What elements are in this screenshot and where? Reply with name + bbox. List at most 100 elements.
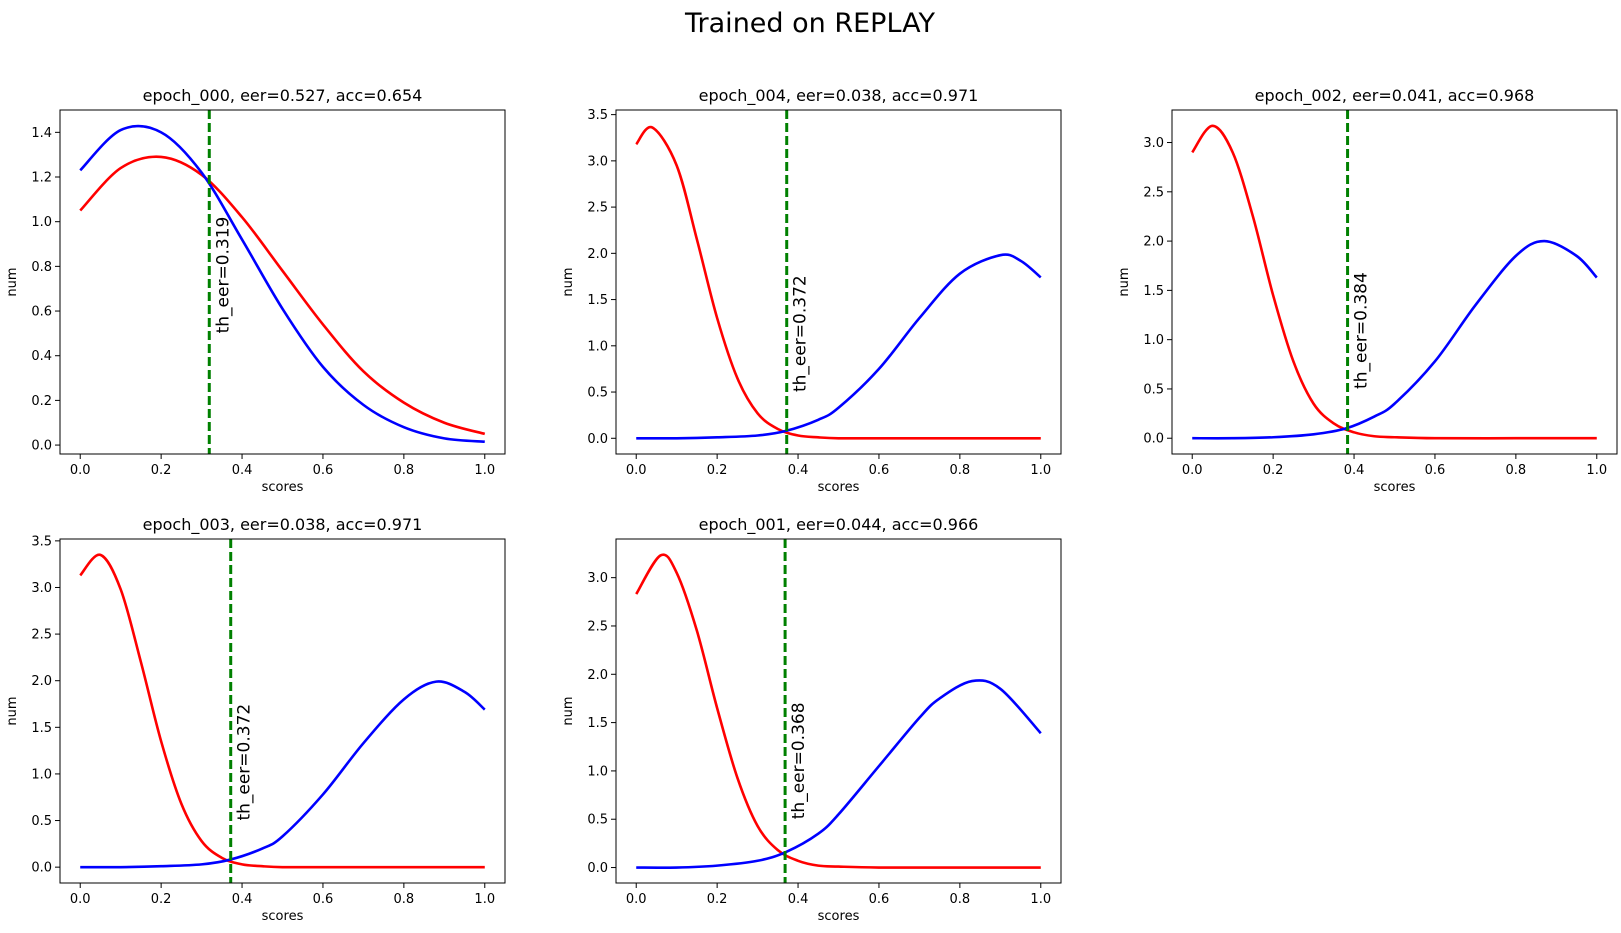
threshold-label: th_eer=0.368 — [789, 702, 809, 819]
y-tick-label: 1.5 — [587, 716, 608, 731]
y-tick-label: 3.0 — [587, 571, 608, 586]
y-tick-label: 2.0 — [587, 247, 608, 262]
axes-frame — [615, 109, 1062, 455]
y-tick-label: 0.5 — [587, 386, 608, 401]
y-tick-label: 0.0 — [587, 861, 608, 876]
y-tick-label: 3.5 — [31, 534, 52, 549]
x-tick-label: 0.4 — [232, 892, 253, 907]
x-tick-label: 0.6 — [1425, 463, 1446, 478]
y-tick-label: 1.4 — [31, 126, 52, 141]
x-tick-label: 0.0 — [626, 892, 647, 907]
y-tick-label: 2.5 — [31, 628, 52, 643]
x-tick-label: 0.4 — [1344, 463, 1365, 478]
x-tick-label: 0.0 — [70, 892, 91, 907]
y-tick-label: 1.0 — [587, 764, 608, 779]
y-tick-label: 0.0 — [587, 432, 608, 447]
subplot-0: epoch_000, eer=0.527, acc=0.654 th_eer=0.… — [5, 86, 506, 495]
axes-frame — [1171, 109, 1618, 455]
y-axis-label: num — [1117, 267, 1132, 296]
subplot-1: epoch_004, eer=0.038, acc=0.971 th_eer=0.… — [561, 86, 1062, 495]
x-tick-label: 0.8 — [950, 463, 971, 478]
threshold-label: th_eer=0.372 — [791, 275, 811, 392]
y-tick-label: 3.5 — [587, 108, 608, 123]
subplot-title: epoch_001, eer=0.044, acc=0.966 — [699, 515, 979, 535]
y-tick-label: 0.5 — [1143, 382, 1164, 397]
subplot-title: epoch_004, eer=0.038, acc=0.971 — [699, 86, 979, 106]
y-tick-label: 0.6 — [31, 305, 52, 320]
red-series-line — [635, 553, 1041, 869]
y-tick-label: 2.5 — [587, 201, 608, 216]
x-tick-label: 0.8 — [950, 892, 971, 907]
x-axis-label: scores — [262, 909, 304, 924]
axes-frame — [59, 538, 506, 884]
y-tick-label: 2.0 — [1143, 235, 1164, 250]
blue-series-line — [636, 679, 1042, 869]
plot-area — [635, 553, 1042, 869]
x-tick-label: 0.2 — [151, 892, 172, 907]
x-tick-label: 1.0 — [1030, 463, 1051, 478]
subplots: epoch_000, eer=0.527, acc=0.654 th_eer=0.… — [5, 86, 1618, 924]
y-tick-label: 1.2 — [31, 171, 52, 186]
subplot-title: epoch_002, eer=0.041, acc=0.968 — [1255, 86, 1535, 106]
x-tick-label: 0.0 — [626, 463, 647, 478]
y-tick-label: 2.0 — [587, 668, 608, 683]
y-tick-label: 3.0 — [31, 581, 52, 596]
x-tick-label: 0.6 — [869, 463, 890, 478]
x-tick-label: 0.2 — [707, 463, 728, 478]
x-tick-label: 0.2 — [707, 892, 728, 907]
y-tick-label: 0.2 — [31, 394, 52, 409]
x-tick-label: 0.4 — [232, 463, 253, 478]
x-tick-label: 1.0 — [474, 463, 495, 478]
y-tick-label: 1.5 — [31, 721, 52, 736]
blue-series-line — [1192, 239, 1598, 440]
y-tick-label: 1.5 — [1143, 284, 1164, 299]
x-tick-label: 0.6 — [313, 892, 334, 907]
y-tick-label: 2.5 — [587, 619, 608, 634]
y-tick-label: 0.4 — [31, 349, 52, 364]
axes-frame — [59, 109, 506, 455]
plot-area — [635, 125, 1042, 440]
x-axis-label: scores — [1374, 480, 1416, 495]
x-axis-label: scores — [818, 480, 860, 495]
x-tick-label: 1.0 — [474, 892, 495, 907]
blue-series-line — [636, 253, 1042, 440]
x-tick-label: 0.6 — [869, 892, 890, 907]
axes-frame — [615, 538, 1062, 884]
x-axis-label: scores — [818, 909, 860, 924]
y-tick-label: 0.5 — [31, 814, 52, 829]
x-tick-label: 0.2 — [151, 463, 172, 478]
y-tick-label: 0.0 — [31, 439, 52, 454]
y-tick-label: 1.0 — [31, 767, 52, 782]
plot-area — [1191, 124, 1598, 440]
x-tick-label: 0.4 — [788, 892, 809, 907]
x-tick-label: 1.0 — [1586, 463, 1607, 478]
x-tick-label: 0.6 — [313, 463, 334, 478]
threshold-label: th_eer=0.319 — [213, 217, 233, 334]
y-axis-label: num — [5, 696, 20, 725]
x-tick-label: 1.0 — [1030, 892, 1051, 907]
threshold-label: th_eer=0.372 — [235, 704, 255, 821]
y-tick-label: 0.0 — [31, 861, 52, 876]
plot-area — [79, 124, 486, 444]
x-tick-label: 0.0 — [70, 463, 91, 478]
subplot-title: epoch_000, eer=0.527, acc=0.654 — [143, 86, 423, 106]
y-tick-label: 2.0 — [31, 674, 52, 689]
subplot-2: epoch_002, eer=0.041, acc=0.968 th_eer=0.… — [1117, 86, 1618, 495]
figure-suptitle: Trained on REPLAY — [684, 8, 935, 39]
y-tick-label: 1.0 — [587, 339, 608, 354]
y-tick-label: 2.5 — [1143, 185, 1164, 200]
red-series-line — [1191, 124, 1597, 440]
blue-series-line — [80, 680, 486, 869]
y-tick-label: 0.0 — [1143, 432, 1164, 447]
x-tick-label: 0.8 — [394, 892, 415, 907]
y-tick-label: 3.0 — [1143, 136, 1164, 151]
red-series-line — [79, 155, 486, 436]
y-tick-label: 1.5 — [587, 293, 608, 308]
y-tick-label: 1.0 — [31, 215, 52, 230]
y-tick-label: 0.5 — [587, 813, 608, 828]
x-tick-label: 0.8 — [394, 463, 415, 478]
threshold-label: th_eer=0.384 — [1352, 272, 1372, 389]
y-axis-label: num — [561, 267, 576, 296]
